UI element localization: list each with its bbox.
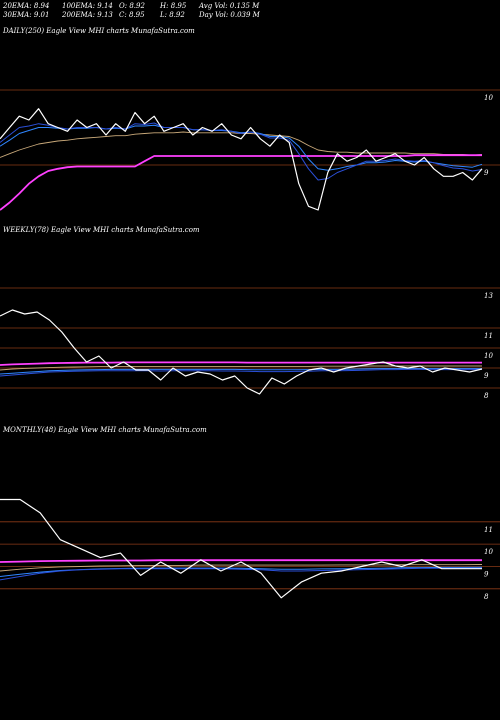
monthly-ytick-11: 11 [484,526,493,534]
header-high: H: 8.95 [160,2,187,10]
daily-ytick-9: 9 [484,169,489,177]
daily-price-line [0,108,483,211]
weekly-ema20-line [0,368,483,377]
monthly-series [0,498,483,599]
weekly-ytick-10: 10 [484,352,493,360]
daily-ema30-line [0,124,483,171]
daily-ytick-10: 10 [484,94,493,102]
monthly-ytick-9: 9 [484,570,489,578]
weekly-ema200-line [0,361,482,366]
weekly-ytick-11: 11 [484,332,493,340]
monthly-title: MONTHLY(48) Eagle View MHI charts Munafa… [2,426,207,434]
weekly-price-line [0,309,483,395]
weekly-yticks: 8 9 10 11 13 [484,292,493,400]
monthly-yticks: 8 9 10 11 [484,526,493,601]
daily-ema100-line [0,131,483,158]
monthly-ema100-line [0,564,483,572]
weekly-panel: WEEKLY(78) Eagle View MHI charts MunafaS… [0,226,500,400]
weekly-grid [0,287,500,389]
header-close: C: 8.95 [119,11,145,19]
daily-yticks: 9 10 [484,94,493,177]
daily-grid [0,89,500,166]
header-low: L: 8.92 [160,11,185,19]
daily-series [0,108,483,211]
monthly-ytick-8: 8 [484,593,489,601]
daily-panel: DAILY(250) Eagle View MHI charts MunafaS… [0,27,500,211]
weekly-ema30-line [0,368,482,375]
header-day-vol: Day Vol: 0.039 M [199,11,260,19]
weekly-ema100-line [0,365,482,371]
weekly-title: WEEKLY(78) Eagle View MHI charts MunafaS… [3,226,200,234]
daily-ema20-line [0,122,483,181]
header-ema30: 30EMA: 9.01 [3,11,50,19]
weekly-ytick-8: 8 [484,392,489,400]
monthly-grid [0,521,500,590]
monthly-ema20-line [0,567,483,581]
weekly-series [0,309,483,395]
monthly-price-line [0,498,482,599]
daily-title: DAILY(250) Eagle View MHI charts MunafaS… [2,27,195,35]
header-avg-vol: Avg Vol: 0.135 M [199,2,260,10]
header-ema200: 200EMA: 9.13 [62,11,113,19]
header-open: O: 8.92 [119,2,145,10]
header-ema100: 100EMA: 9.14 [62,2,113,10]
monthly-panel: MONTHLY(48) Eagle View MHI charts Munafa… [0,426,500,601]
weekly-ytick-9: 9 [484,372,489,380]
monthly-ytick-10: 10 [484,548,493,556]
weekly-ytick-13: 13 [484,292,493,300]
daily-ema200-line [0,154,482,211]
header-ema20: 20EMA: 8.94 [3,2,50,10]
monthly-ema200-line [0,559,482,563]
